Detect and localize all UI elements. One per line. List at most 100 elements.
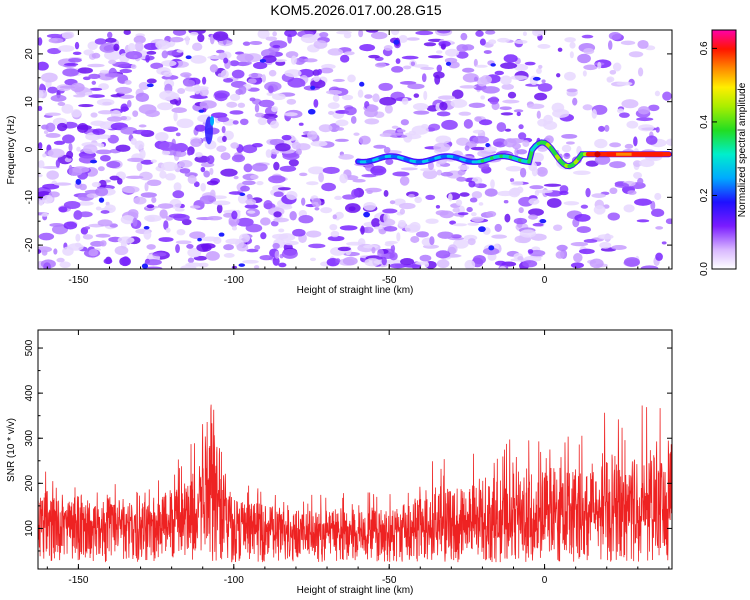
snr-y-tick-label: 400	[24, 384, 35, 401]
heatmap-noise-cell	[205, 251, 220, 261]
heatmap-noise-cell	[317, 68, 322, 75]
heatmap-noise-cell	[150, 159, 157, 163]
heatmap-noise-cell	[272, 233, 289, 240]
heatmap-noise-cell	[236, 53, 254, 62]
heatmap-noise-cell	[436, 259, 450, 269]
heatmap-noise-cell	[528, 198, 540, 205]
heatmap-noise-cell	[38, 37, 43, 46]
heatmap-noise-cell	[546, 198, 562, 208]
heatmap-noise-cell	[364, 258, 381, 267]
heatmap-noise-cell	[563, 201, 580, 206]
heatmap-noise-cell	[158, 237, 174, 242]
heatmap-noise-cell	[328, 111, 335, 115]
heatmap-noise-cell	[456, 176, 467, 182]
heatmap-noise-cell	[107, 134, 119, 144]
heatmap-noise-cell	[47, 47, 62, 55]
heatmap-noise-cell	[41, 249, 48, 256]
heatmap-noise-cell	[655, 226, 664, 230]
heatmap-noise-cell	[599, 241, 612, 249]
heatmap-noise-cell	[228, 220, 236, 226]
heatmap-noise-cell	[363, 244, 379, 249]
heatmap-noise-cell	[260, 232, 267, 240]
heatmap-noise-cell	[175, 132, 181, 137]
heatmap-noise-cell	[199, 100, 217, 109]
heatmap-noise-cell	[485, 30, 496, 35]
heatmap-noise-cell	[384, 104, 393, 114]
heatmap-noise-cell	[127, 100, 132, 108]
heatmap-noise-cell	[177, 88, 186, 95]
heatmap-noise-cell	[402, 65, 412, 70]
heatmap-noise-cell	[223, 212, 234, 218]
heatmap-noise-cell	[257, 117, 268, 126]
heatmap-noise-cell	[529, 185, 544, 190]
heatmap-noise-cell	[67, 243, 84, 251]
heatmap-noise-cell	[532, 152, 544, 163]
heatmap-main-trace-hotspot	[594, 151, 601, 158]
heatmap-noise-cell	[636, 219, 650, 223]
heatmap-noise-cell	[115, 144, 131, 152]
heatmap-noise-cell	[516, 111, 521, 117]
heatmap-noise-cell	[206, 180, 219, 186]
heatmap-noise-cell	[564, 71, 576, 81]
heatmap-noise-cell	[253, 265, 260, 269]
heatmap-noise-cell	[143, 229, 152, 240]
heatmap-noise-cell	[251, 72, 259, 78]
snr-x-axis: -150 -100 -50 0	[46, 330, 670, 586]
heatmap-noise-cell	[662, 91, 672, 101]
heatmap-noise-cell	[488, 245, 495, 251]
heatmap-noise-cell	[187, 247, 202, 258]
heatmap-noise-cell	[283, 112, 298, 117]
heatmap-noise-cell	[286, 98, 297, 105]
heatmap-noise-cell	[57, 101, 66, 107]
heatmap-noise-cell	[185, 35, 190, 46]
heatmap-x-tick-label: 0	[542, 275, 548, 286]
heatmap-noise-cell	[552, 108, 570, 119]
heatmap-noise-cell	[337, 246, 351, 252]
heatmap-noise-cell	[88, 249, 99, 257]
heatmap-noise-cell	[301, 197, 306, 206]
heatmap-noise-cell	[53, 140, 66, 145]
heatmap-noise-cell	[582, 104, 593, 111]
heatmap-noise-cell	[120, 126, 138, 135]
heatmap-noise-cell	[146, 83, 154, 88]
heatmap-noise-cell	[284, 30, 298, 37]
heatmap-noise-cell	[391, 132, 405, 136]
heatmap-noise-cell	[536, 67, 542, 74]
heatmap-noise-cell	[217, 73, 224, 78]
heatmap-noise-cell	[151, 196, 157, 204]
heatmap-noise-cell	[159, 141, 177, 152]
heatmap-noise-cell	[473, 58, 478, 67]
heatmap-noise-cell	[136, 162, 143, 172]
snr-frame	[37, 329, 673, 570]
heatmap-noise-cell	[364, 94, 373, 99]
heatmap-noise-cell	[612, 62, 622, 72]
heatmap-noise-cell	[146, 216, 155, 222]
heatmap-noise-cell	[146, 50, 157, 55]
heatmap-noise-cell	[218, 232, 225, 237]
heatmap-noise-cell	[329, 223, 338, 231]
heatmap-noise-cell	[654, 90, 661, 97]
heatmap-noise-cell	[265, 149, 272, 158]
heatmap-noise-cell	[97, 166, 105, 172]
heatmap-noise-cell	[238, 85, 247, 95]
heatmap-noise-cell	[268, 85, 274, 94]
heatmap-noise-cell	[318, 172, 324, 183]
heatmap-noise-cell	[58, 206, 68, 213]
heatmap-noise-cell	[115, 86, 133, 94]
heatmap-noise-cell	[604, 124, 610, 132]
heatmap-noise-cell	[38, 248, 42, 255]
heatmap-noise-cell	[98, 143, 105, 148]
heatmap-noise-cell	[524, 61, 536, 66]
heatmap-noise-cell	[62, 134, 75, 144]
heatmap-noise-cell	[537, 83, 553, 92]
heatmap-noise-cell	[576, 226, 591, 234]
heatmap-noise-cell	[339, 225, 358, 231]
heatmap-noise-cell	[503, 138, 517, 148]
heatmap-noise-cell	[494, 223, 502, 232]
heatmap-noise-cell	[383, 226, 398, 232]
heatmap-noise-cell	[174, 208, 185, 212]
heatmap-noise-cell	[180, 264, 197, 269]
heatmap-noise-cell	[61, 103, 74, 114]
heatmap-noise-cell	[107, 31, 113, 39]
heatmap-noise-cell	[654, 192, 662, 201]
